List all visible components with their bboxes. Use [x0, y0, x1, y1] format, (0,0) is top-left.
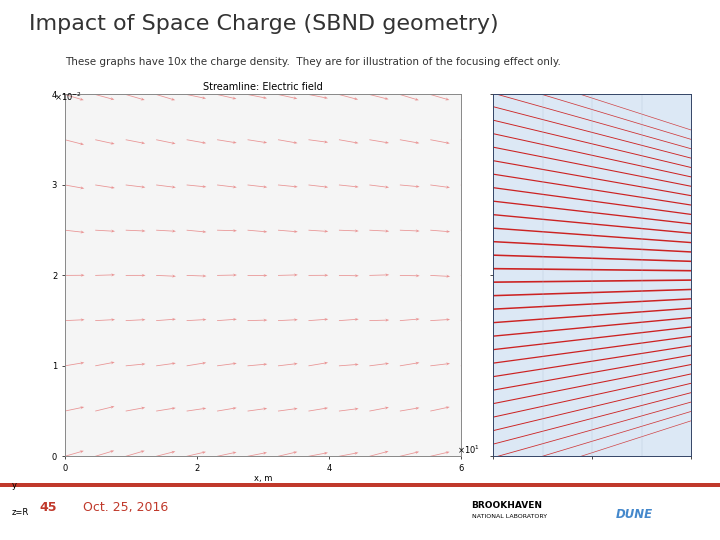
Text: Oct. 25, 2016: Oct. 25, 2016 [83, 501, 168, 514]
Text: 45: 45 [40, 501, 57, 514]
Text: These graphs have 10x the charge density.  They are for illustration of the focu: These graphs have 10x the charge density… [65, 57, 561, 67]
Text: BROOKHAVEN: BROOKHAVEN [472, 501, 543, 510]
Title: Streamline: Electric field: Streamline: Electric field [203, 82, 323, 92]
Text: $\times10^{1}$: $\times10^{1}$ [457, 444, 480, 456]
Text: Impact of Space Charge (SBND geometry): Impact of Space Charge (SBND geometry) [29, 14, 498, 33]
Text: z=R: z=R [12, 508, 30, 517]
Text: $\times10^{-2}$: $\times10^{-2}$ [54, 91, 82, 103]
X-axis label: x, m: x, m [253, 474, 272, 483]
Text: DUNE: DUNE [616, 508, 653, 521]
Text: NATIONAL LABORATORY: NATIONAL LABORATORY [472, 514, 546, 519]
Text: y: y [12, 481, 17, 490]
